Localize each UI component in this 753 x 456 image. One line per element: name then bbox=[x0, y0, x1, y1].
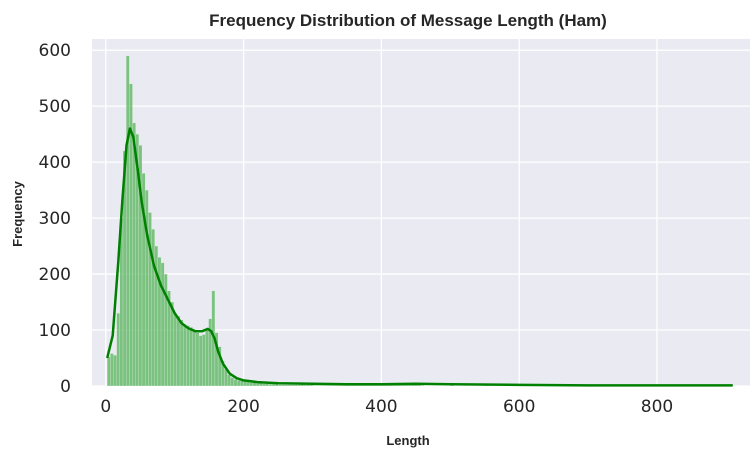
x-tick-label-0: 0 bbox=[100, 397, 111, 417]
histogram-bar-21 bbox=[173, 313, 178, 387]
kde-curve bbox=[105, 127, 733, 387]
histogram-bar-43 bbox=[243, 381, 247, 387]
histogram-bar-67 bbox=[319, 385, 323, 387]
histogram-bar-48 bbox=[259, 383, 263, 387]
x-tick-label-2: 400 bbox=[365, 397, 397, 417]
histogram-bar-39 bbox=[230, 377, 235, 387]
x-tick-label-3: 600 bbox=[503, 397, 535, 417]
histogram-bar-25 bbox=[186, 325, 190, 387]
histogram-bar-27 bbox=[192, 329, 197, 387]
histogram-bar-49 bbox=[262, 383, 266, 387]
histogram-bar-52 bbox=[271, 384, 276, 387]
histogram-bar-17 bbox=[160, 262, 165, 387]
plot-area bbox=[92, 39, 750, 386]
histogram-bar-73 bbox=[338, 385, 342, 387]
y-tick-label-1: 100 bbox=[39, 321, 71, 341]
histogram-bar-56 bbox=[284, 384, 288, 387]
histogram-bar-30 bbox=[202, 334, 206, 387]
histogram-bar-8 bbox=[132, 122, 136, 387]
x-tick-label-1: 200 bbox=[227, 397, 259, 417]
histogram-bar-66 bbox=[316, 385, 320, 387]
histogram-bar-63 bbox=[306, 384, 311, 387]
histogram-bar-54 bbox=[278, 384, 282, 387]
histogram-bar-23 bbox=[179, 319, 184, 387]
histogram-bar-68 bbox=[322, 385, 326, 387]
histogram-bar-40 bbox=[233, 379, 238, 387]
histogram-bar-20 bbox=[170, 301, 174, 387]
histogram-bar-99 bbox=[420, 385, 425, 387]
y-tick-labels: 0 100 200 300 400 500 600 bbox=[39, 41, 71, 397]
y-tick-label-0: 0 bbox=[60, 377, 71, 397]
histogram-bar-51 bbox=[268, 384, 273, 387]
histogram-bar-57 bbox=[287, 384, 292, 387]
histogram-bar-58 bbox=[290, 384, 295, 387]
histogram-bar-65 bbox=[313, 385, 317, 387]
histogram-bar-24 bbox=[183, 324, 187, 387]
histogram-bar-46 bbox=[252, 382, 257, 387]
y-tick-label-2: 200 bbox=[39, 265, 71, 285]
histogram-bar-71 bbox=[332, 385, 336, 387]
histogram-bar-55 bbox=[281, 384, 285, 387]
histogram-bar-38 bbox=[227, 374, 231, 387]
histogram-bar-31 bbox=[205, 329, 209, 387]
y-tick-label-6: 600 bbox=[39, 41, 71, 61]
histogram-bar-53 bbox=[274, 384, 279, 387]
histogram-bar-74 bbox=[341, 385, 346, 387]
histogram-bar-42 bbox=[240, 380, 244, 387]
histogram-bar-26 bbox=[189, 327, 193, 387]
x-axis-label: Length bbox=[386, 433, 429, 448]
histogram-bar-0 bbox=[107, 356, 111, 387]
x-tick-label-4: 800 bbox=[641, 397, 673, 417]
y-tick-label-5: 500 bbox=[39, 97, 71, 117]
histogram-bar-1 bbox=[110, 353, 114, 387]
histogram-bar-22 bbox=[176, 315, 181, 387]
histogram-bar-45 bbox=[249, 382, 254, 387]
histogram-bar-69 bbox=[325, 385, 330, 387]
histogram-bar-3 bbox=[116, 313, 120, 387]
histogram-bar-44 bbox=[246, 381, 250, 387]
y-axis-label: Frequency bbox=[10, 180, 25, 247]
grid-lines bbox=[92, 39, 750, 387]
histogram-bar-29 bbox=[198, 335, 203, 387]
histogram-bar-62 bbox=[303, 384, 307, 387]
histogram-bar-59 bbox=[294, 384, 298, 387]
histogram-bar-6 bbox=[126, 55, 130, 387]
histogram-bar-60 bbox=[297, 384, 301, 387]
histogram-bar-72 bbox=[335, 385, 339, 387]
histogram-bar-70 bbox=[328, 385, 333, 387]
y-tick-label-3: 300 bbox=[39, 209, 71, 229]
histogram-bar-28 bbox=[195, 332, 200, 387]
histogram-bar-50 bbox=[265, 383, 269, 387]
chart-title: Frequency Distribution of Message Length… bbox=[209, 11, 607, 30]
histogram-bar-41 bbox=[236, 380, 241, 387]
histogram-bar-2 bbox=[113, 355, 117, 387]
y-tick-label-4: 400 bbox=[39, 153, 71, 173]
x-tick-labels: 0 200 400 600 800 bbox=[100, 397, 673, 417]
histogram-bar-47 bbox=[255, 383, 260, 387]
